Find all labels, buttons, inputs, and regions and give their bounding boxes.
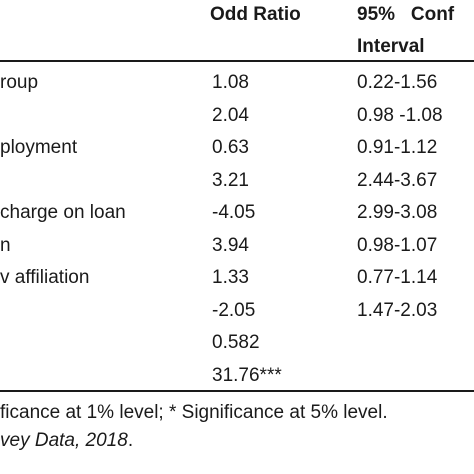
confidence-interval-cell: 2.99-3.08	[357, 202, 438, 223]
significance-footnote: ficance at 1% level; * Significance at 5…	[0, 402, 388, 423]
odd-ratio-cell: 0.63	[212, 137, 249, 158]
source-text: vey Data, 2018	[0, 430, 128, 451]
confidence-interval-cell: 0.22-1.56	[357, 72, 438, 93]
table-body: roup 1.08 0.22-1.56 2.04 0.98 -1.08 ploy…	[0, 70, 474, 395]
confidence-interval-cell: 2.44-3.67	[357, 169, 438, 191]
column-header-confidence-interval-line2: Interval	[357, 36, 425, 57]
variable-cell: ployment	[0, 137, 78, 158]
confidence-interval-cell: 0.77-1.14	[357, 267, 438, 288]
variable-cell: v affiliation	[0, 267, 90, 288]
odd-ratio-cell: -4.05	[212, 202, 256, 223]
table-row: charge on loan -4.05 2.99-3.08	[0, 200, 474, 233]
odd-ratio-cell: 3.21	[212, 169, 249, 191]
table-bottom-rule	[0, 390, 474, 392]
table-header-rule	[0, 60, 474, 62]
table-row: v affiliation 1.33 0.77-1.14	[0, 265, 474, 298]
table-row: -2.05 1.47-2.03	[0, 298, 474, 331]
table-row: 2.04 0.98 -1.08	[0, 103, 474, 136]
table-row: 31.76***	[0, 363, 474, 396]
column-header-confidence-interval: 95% Conf	[357, 4, 455, 25]
odd-ratio-cell: 2.04	[212, 104, 249, 126]
source-footnote: vey Data, 2018.	[0, 429, 133, 453]
confidence-interval-cell: 0.98-1.07	[357, 234, 438, 256]
odd-ratio-cell: 31.76***	[212, 364, 282, 386]
odd-ratio-cell: 1.08	[212, 72, 249, 93]
odd-ratio-cell: 1.33	[212, 267, 249, 288]
confidence-interval-cell: 0.98 -1.08	[357, 104, 443, 126]
source-period: .	[127, 430, 134, 451]
odd-ratio-cell: -2.05	[212, 299, 256, 321]
odd-ratio-cell: 3.94	[212, 234, 249, 256]
variable-cell: charge on loan	[0, 202, 126, 223]
table-row: roup 1.08 0.22-1.56	[0, 70, 474, 103]
variable-cell: roup	[0, 72, 39, 93]
confidence-interval-cell: 0.91-1.12	[357, 137, 438, 158]
table-row: ployment 0.63 0.91-1.12	[0, 135, 474, 168]
table-row: 3.21 2.44-3.67	[0, 168, 474, 201]
column-header-odd-ratio: Odd Ratio	[210, 4, 301, 25]
variable-cell: n	[0, 234, 11, 256]
odd-ratio-cell: 0.582	[212, 332, 260, 353]
table-row: 0.582	[0, 330, 474, 363]
table-row: n 3.94 0.98-1.07	[0, 233, 474, 266]
confidence-interval-cell: 1.47-2.03	[357, 299, 438, 321]
